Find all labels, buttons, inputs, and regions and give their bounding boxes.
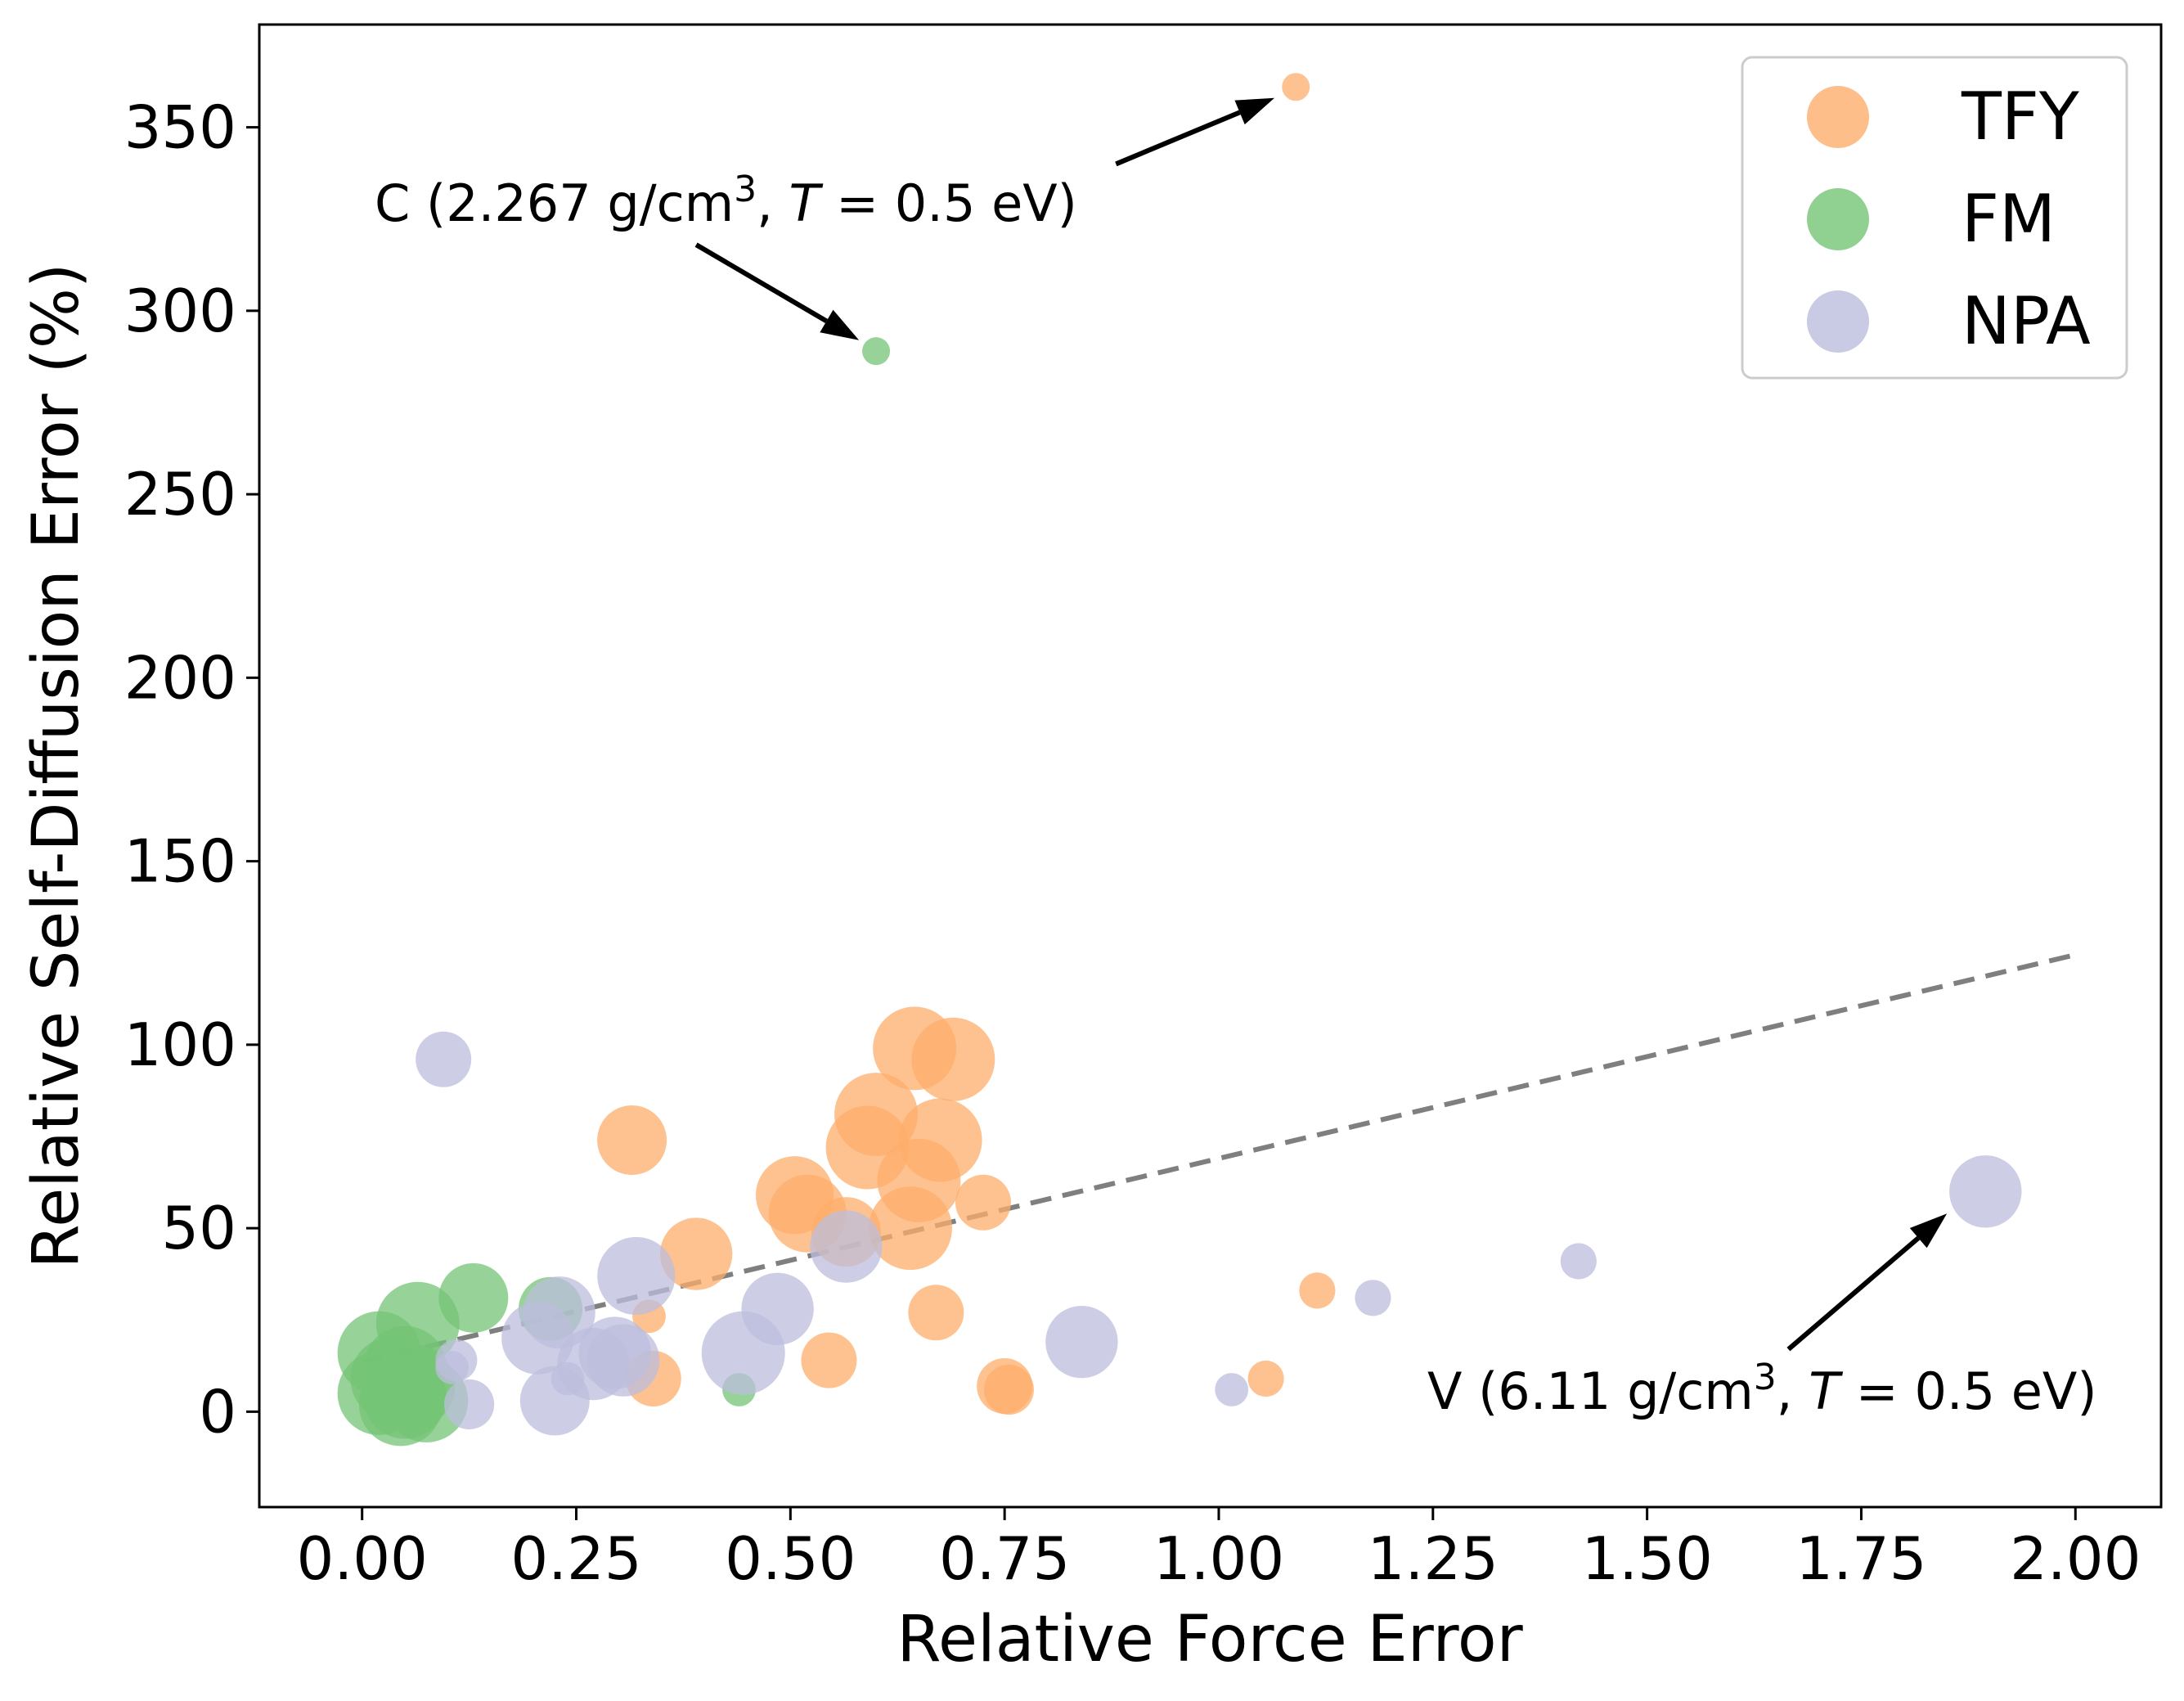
point-npa [701, 1311, 785, 1395]
point-fm [358, 1362, 443, 1447]
point-npa [810, 1210, 883, 1283]
x-axis-ticks: 0.00 0.25 0.50 0.75 1.00 1.25 1.50 1.75 2.00 [297, 1507, 2141, 1593]
point-npa [435, 1351, 470, 1384]
x-tick-label: 1.75 [1795, 1524, 1926, 1593]
point-tfy [1247, 1360, 1284, 1397]
x-tick-label: 2.00 [2010, 1524, 2141, 1593]
annotation-v-label: V (6.11 g/cm3, T = 0.5 eV) [1427, 1357, 2097, 1421]
point-npa [1355, 1280, 1391, 1316]
point-tfy [868, 1186, 952, 1271]
x-tick-label: 1.50 [1581, 1524, 1712, 1593]
annotation-c-arrow-head [820, 309, 860, 340]
point-tfy [911, 1017, 995, 1101]
annotation-c-arrow-shaft [694, 242, 828, 324]
y-tick-label: 100 [124, 1010, 236, 1079]
x-axis-title: Relative Force Error [897, 1603, 1523, 1676]
y-axis-ticks: 0 50 100 150 200 250 300 350 [124, 93, 259, 1446]
legend-marker-fm [1807, 188, 1869, 250]
point-npa [1215, 1373, 1249, 1406]
legend: TFY FM NPA [1741, 56, 2128, 380]
legend-label-tfy: TFY [1961, 79, 2080, 155]
x-tick-label: 0.25 [510, 1524, 641, 1593]
y-tick-label: 50 [161, 1194, 236, 1262]
legend-marker-npa [1807, 290, 1869, 353]
annotation-v-arrow-head [1909, 1213, 1948, 1249]
legend-label-fm: FM [1962, 181, 2056, 257]
y-tick-label: 150 [124, 827, 236, 896]
y-axis-title: Relative Self-Diffusion Error (%) [20, 263, 93, 1269]
y-tick-label: 250 [124, 460, 236, 529]
point-tfy [597, 1105, 667, 1175]
point-npa [1045, 1305, 1118, 1379]
point-npa [416, 1031, 472, 1087]
point-npa [443, 1379, 495, 1430]
plot-frame [258, 23, 2163, 1509]
legend-label-npa: NPA [1962, 283, 2091, 359]
point-tfy [801, 1332, 857, 1388]
x-tick-label: 1.25 [1368, 1524, 1499, 1593]
x-tick-label: 1.00 [1153, 1524, 1284, 1593]
annotation-v-arrow-shaft [1786, 1235, 1921, 1352]
point-npa [501, 1302, 574, 1375]
y-tick-label: 350 [124, 93, 236, 162]
annotation-c-top-arrow-head [1234, 97, 1275, 125]
point-tfy [983, 1364, 1034, 1415]
point-tfy [1282, 73, 1310, 101]
annotation-c-top-arrow-shaft [1115, 110, 1241, 167]
x-tick-label: 0.50 [725, 1524, 856, 1593]
point-npa [1949, 1155, 2022, 1228]
y-tick-label: 0 [199, 1377, 236, 1446]
data-points-layer [337, 73, 2022, 1447]
x-tick-label: 0.75 [939, 1524, 1070, 1593]
y-tick-label: 200 [124, 643, 236, 712]
point-npa [597, 1236, 676, 1316]
point-tfy [1299, 1272, 1336, 1309]
annotation-arrows [694, 97, 1948, 1352]
point-tfy [955, 1174, 1011, 1231]
point-tfy [908, 1285, 964, 1341]
point-tfy [659, 1217, 733, 1290]
legend-marker-tfy [1807, 86, 1869, 148]
point-npa [1560, 1243, 1597, 1280]
point-fm [862, 337, 891, 366]
x-tick-label: 0.00 [297, 1524, 428, 1593]
annotation-c-label: C (2.267 g/cm3, T = 0.5 eV) [375, 169, 1077, 233]
y-tick-label: 300 [124, 277, 236, 345]
point-npa [519, 1366, 590, 1436]
